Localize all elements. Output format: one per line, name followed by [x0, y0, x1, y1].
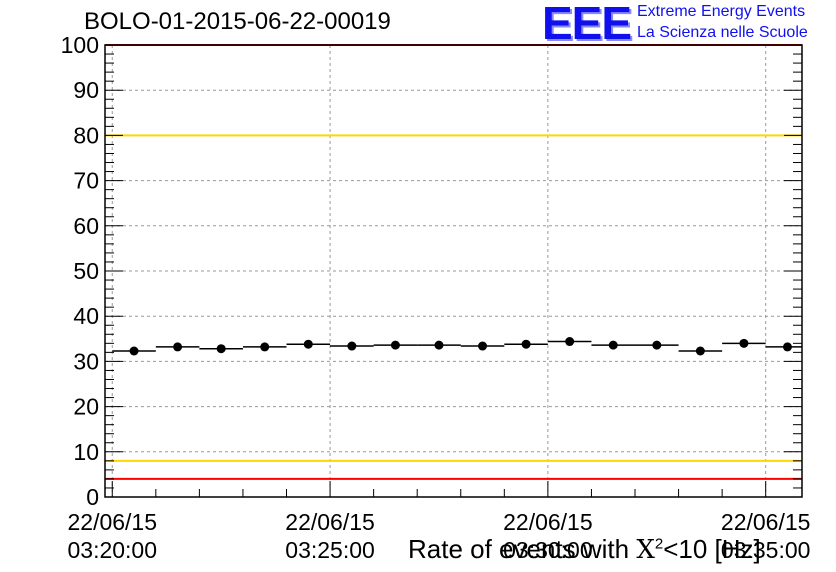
y-tick-label: 50: [73, 258, 99, 284]
y-tick-label: 100: [61, 32, 99, 58]
data-point: [129, 346, 139, 356]
data-point: [347, 341, 357, 351]
x-tick-label-date: 22/06/15: [503, 509, 593, 535]
x-tick-label-date: 22/06/15: [67, 509, 157, 535]
data-point: [390, 340, 400, 350]
y-tick-label: 40: [73, 303, 99, 329]
x-tick-label-date: 22/06/15: [721, 509, 811, 535]
x-tick-label-time: 03:25:00: [285, 537, 375, 563]
x-tick-label-time: 03:20:00: [67, 537, 157, 563]
x-tick-label-time: 03:35:00: [721, 537, 811, 563]
tick-labels: 010203040506070809010022/06/1503:20:0022…: [61, 32, 811, 563]
data-point: [303, 339, 313, 349]
logo-text-line1: Extreme Energy Events: [637, 3, 806, 20]
data-series: [112, 337, 802, 356]
data-point: [434, 340, 444, 350]
data-point: [521, 339, 531, 349]
x-axis-label: Rate of events with X2<10 [Hz]: [408, 534, 761, 565]
plot-frame: [104, 44, 803, 498]
y-tick-label: 70: [73, 168, 99, 194]
grid: [105, 45, 802, 497]
y-tick-label: 10: [73, 439, 99, 465]
y-tick-label: 90: [73, 77, 99, 103]
data-point: [652, 340, 662, 350]
data-point: [478, 341, 488, 351]
data-point: [739, 338, 749, 348]
x-tick-label-time: 03:30:00: [503, 537, 593, 563]
reference-lines: [105, 44, 802, 480]
data-point: [260, 342, 270, 352]
logo-text-line2: La Scienza nelle Scuole: [637, 24, 808, 41]
data-point: [216, 344, 226, 354]
data-point: [695, 346, 705, 356]
y-tick-label: 0: [86, 484, 99, 510]
data-point: [565, 337, 575, 347]
y-tick-label: 80: [73, 122, 99, 148]
y-tick-label: 20: [73, 394, 99, 420]
y-tick-label: 30: [73, 348, 99, 374]
data-point: [608, 340, 618, 350]
x-tick-label-date: 22/06/15: [285, 509, 375, 535]
data-point: [782, 342, 792, 352]
chart-title: BOLO-01-2015-06-22-00019: [84, 8, 391, 35]
eee-logo: EEE: [542, 0, 632, 49]
data-point: [173, 342, 183, 352]
y-tick-label: 60: [73, 213, 99, 239]
